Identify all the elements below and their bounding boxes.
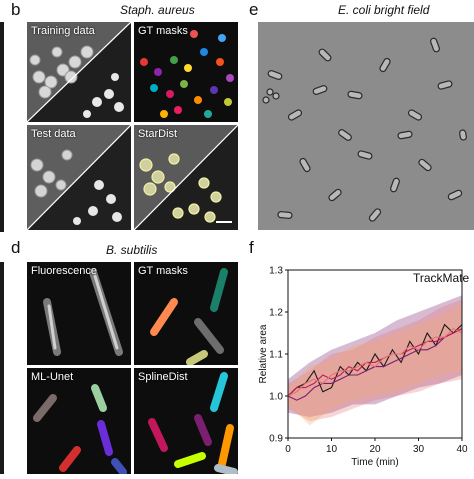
panel-b-letter: b xyxy=(11,0,21,19)
tile-label: Fluorescence xyxy=(31,265,98,277)
bsub-gt-masks-image xyxy=(134,262,238,365)
panel-b-title: Staph. aureus xyxy=(120,3,195,17)
confidence-band-1 xyxy=(288,299,462,422)
tile-label: SplineDist xyxy=(138,371,188,383)
tile-staph-gt-masks: GT masks xyxy=(134,22,238,122)
tile-label: Test data xyxy=(31,128,76,140)
staph-test-image xyxy=(27,125,131,230)
series-line-3 xyxy=(287,328,463,397)
panel-d-title: B. subtilis xyxy=(106,243,158,257)
staph-training-image xyxy=(27,22,131,122)
tile-bsub-fluorescence: Fluorescence xyxy=(27,262,131,365)
tile-staph-stardist: StarDist xyxy=(134,125,238,230)
tile-label: GT masks xyxy=(138,25,188,37)
tile-label: GT masks xyxy=(138,265,188,277)
y-tick-label: 1.1 xyxy=(269,350,283,361)
x-tick-label: 0 xyxy=(285,444,291,455)
panel-f-letter: f xyxy=(249,238,254,257)
trackmate-chart: 0.9 1.0 1.1 1.2 1.3 0 10 20 30 40 Time (min) Relati… xyxy=(258,260,474,474)
tile-bsub-gt-masks: GT masks xyxy=(134,262,238,365)
x-tick-label: 30 xyxy=(413,444,425,455)
tile-bsub-splinedist: SplineDist xyxy=(134,368,238,474)
fluorescence-image xyxy=(27,262,131,365)
tile-staph-training: Training data xyxy=(27,22,131,122)
x-tick-label: 20 xyxy=(369,444,381,455)
bands-layer xyxy=(288,295,462,426)
y-tick-label: 1.2 xyxy=(269,308,283,319)
tile-label: StarDist xyxy=(138,128,178,140)
left-panel-edge-bottom xyxy=(0,262,4,474)
y-tick-label: 1.0 xyxy=(269,392,283,403)
confidence-band-2 xyxy=(288,303,462,426)
x-tick-label: 40 xyxy=(456,444,468,455)
panel-e-title: E. coli bright field xyxy=(338,3,430,17)
left-panel-edge-top xyxy=(0,22,4,232)
panel-f-title: TrackMate xyxy=(413,271,470,285)
y-axis-label: Relative area xyxy=(258,324,269,383)
x-axis-label: Time (min) xyxy=(351,457,398,468)
x-tick-label: 10 xyxy=(326,444,338,455)
gt-masks-image xyxy=(134,22,238,122)
tile-bsub-ml-unet: ML-Unet xyxy=(27,368,131,474)
tile-label: Training data xyxy=(31,25,95,37)
tile-staph-test: Test data xyxy=(27,125,131,230)
y-tick-label: 0.9 xyxy=(269,434,283,445)
tile-label: ML-Unet xyxy=(31,371,74,383)
panel-d-letter: d xyxy=(11,238,21,257)
series-layer xyxy=(287,323,463,401)
ml-unet-image xyxy=(27,368,131,474)
brightfield-image xyxy=(258,22,474,230)
chart-svg: 0.9 1.0 1.1 1.2 1.3 0 10 20 30 40 Time (min) Relati… xyxy=(258,266,468,469)
stardist-image xyxy=(134,125,238,230)
panel-e-letter: e xyxy=(249,0,259,19)
splinedist-image xyxy=(134,368,238,474)
y-tick-label: 1.3 xyxy=(269,266,283,277)
axes-layer: 0.9 1.0 1.1 1.2 1.3 0 10 20 30 40 Time (min) Relati… xyxy=(258,266,468,469)
